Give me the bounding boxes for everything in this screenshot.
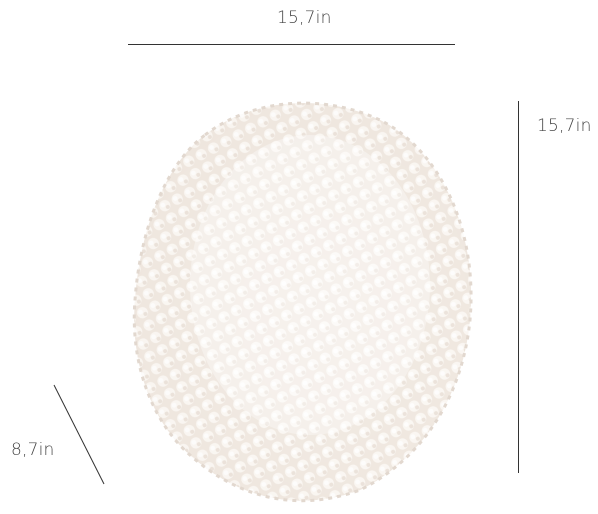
width-dimension-line (128, 44, 455, 45)
depth-dimension-label: 8,7in (11, 440, 55, 460)
width-dimension-label: 15,7in (277, 8, 332, 28)
height-dimension-line (518, 101, 519, 473)
height-dimension-label: 15,7in (537, 116, 592, 136)
pendant-lamp-shade (132, 101, 473, 503)
depth-dimension-line (53, 384, 105, 485)
